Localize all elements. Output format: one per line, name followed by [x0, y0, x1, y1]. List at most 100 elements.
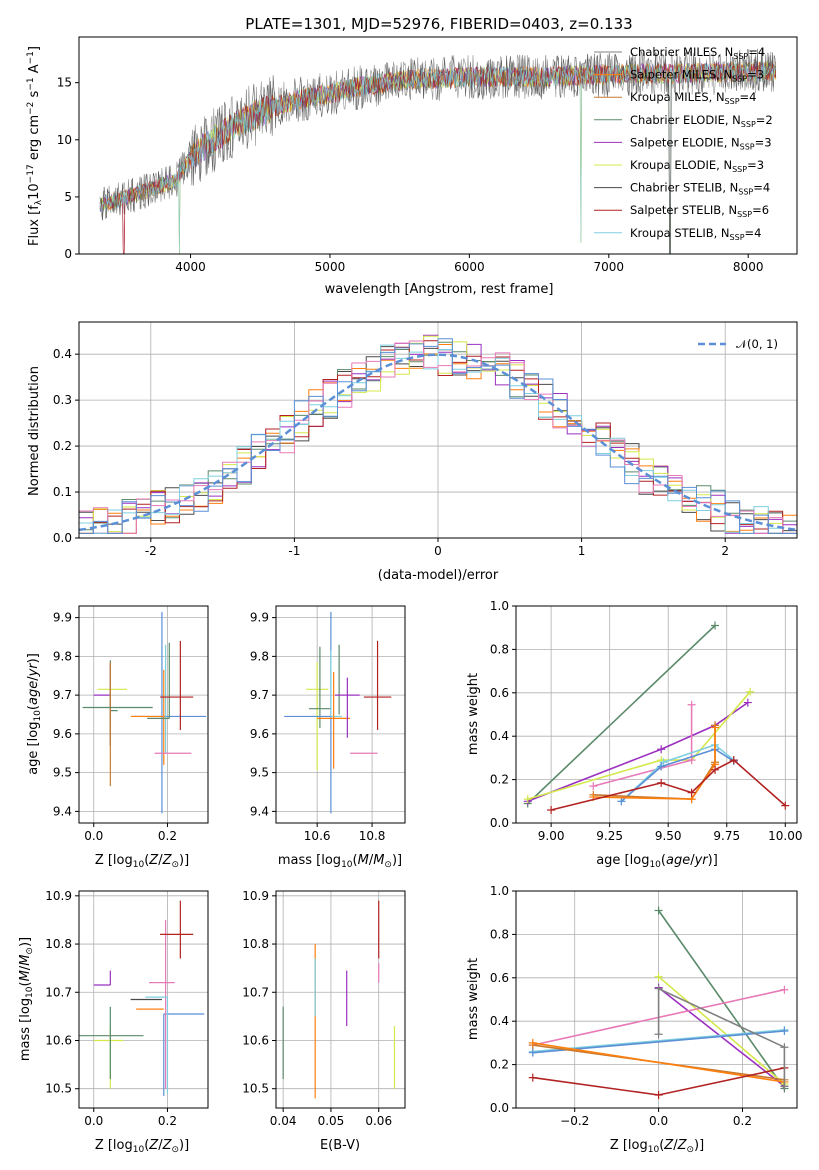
weight-vs-age-xlabel: age [log10(age/yr)] — [596, 853, 718, 870]
x-tick-label: 9.50 — [655, 829, 682, 843]
y-tick-label: 9.7 — [250, 688, 269, 702]
mass-vs-EBV-xlabel: E(B-V) — [320, 1138, 360, 1153]
weight-vs-age-panel: 9.00 9.25 9.50 9.75 10.00 0.0 0.2 0.4 0.6 0.8 1.0 — [490, 599, 803, 843]
age-vs-mass-xlabel: mass [log10(M/M⊙)] — [278, 853, 402, 870]
mass-vs-Z-panel: 0.0 0.2 10.5 10.6 10.7 10.8 10.9 — [45, 889, 209, 1128]
y-tick-label: 10.5 — [242, 1082, 269, 1096]
plot-area — [82, 611, 207, 814]
y-tick-label: 10.6 — [242, 1033, 269, 1047]
plot-area — [79, 334, 797, 534]
weight-point-marker — [711, 765, 720, 774]
y-tick-label: 9.7 — [53, 688, 72, 702]
x-tick-label: 2 — [721, 544, 729, 558]
axes-frame — [275, 890, 406, 1109]
y-tick-label: 0.4 — [490, 729, 509, 743]
weight-point-marker — [528, 1038, 537, 1047]
y-tick-label: 9.5 — [250, 766, 269, 780]
x-tick-label: 4000 — [175, 260, 206, 274]
weight-point-marker — [523, 795, 532, 804]
axes-frame — [515, 605, 798, 824]
weight-point-marker — [729, 756, 738, 765]
age-vs-Z-xlabel: Z [log10(Z/Z⊙)] — [95, 853, 189, 870]
y-tick-label: 0.1 — [53, 485, 72, 499]
weight-series-line — [527, 691, 751, 800]
y-tick-label: 0.2 — [490, 773, 509, 787]
spectrum-title: PLATE=1301, MJD=52976, FIBERID=0403, z=0… — [245, 15, 632, 33]
weight-point-marker — [654, 1030, 663, 1039]
plot-area — [284, 611, 392, 814]
y-tick-label: 0.8 — [490, 642, 509, 656]
mass-vs-EBV-panel: 0.04 0.05 0.06 10.5 10.6 10.7 10.8 10.9 — [242, 889, 406, 1128]
weight-series-line — [657, 987, 786, 1087]
weight-series-line — [620, 748, 735, 802]
weight-series-line — [620, 744, 735, 802]
x-tick-label: -1 — [288, 544, 300, 558]
y-tick-label: 0.6 — [490, 971, 509, 985]
x-tick-label: 1 — [578, 544, 586, 558]
weight-point-marker — [746, 687, 755, 696]
weight-point-marker — [687, 700, 696, 709]
y-tick-label: 9.6 — [250, 727, 269, 741]
gaussian-reference-line — [79, 353, 797, 532]
spectrum-legend: Chabrier MILES, NSSP=4 Salpeter MILES, NS… — [594, 45, 773, 242]
weight-series-line — [550, 759, 786, 811]
residuals-panel: -2 -1 0 1 2 0.0 0.1 0.2 0.3 0.4 𝒩(0, 1) — [53, 321, 798, 558]
x-tick-label: 0.0 — [84, 1114, 103, 1128]
x-tick-label: 9.25 — [596, 829, 623, 843]
weight-vs-Z-panel: −0.2 0.0 0.2 0.0 0.2 0.4 0.6 0.8 1.0 — [490, 884, 798, 1128]
weight-vs-Z-xlabel: Z [log10(Z/Z⊙)] — [610, 1138, 704, 1155]
y-tick-label: 0.8 — [490, 927, 509, 941]
y-tick-label: 10.8 — [242, 937, 269, 951]
y-tick-label: 10.9 — [45, 889, 72, 903]
spectrum-xlabel: wavelength [Angstrom, rest frame] — [325, 282, 554, 297]
plot-area — [99, 48, 777, 254]
spectrum-series-line — [99, 61, 777, 254]
y-tick-label: 10.5 — [45, 1082, 72, 1096]
weight-series-line — [593, 704, 693, 787]
y-tick-label: 9.8 — [53, 649, 72, 663]
legend-entry: Chabrier MILES, NSSP=4 — [630, 45, 765, 61]
y-tick-label: 9.4 — [53, 804, 72, 818]
plot-area — [79, 900, 205, 1096]
x-tick-label: 0.04 — [270, 1114, 297, 1128]
y-tick-label: 0.2 — [490, 1058, 509, 1072]
x-tick-label: 10.8 — [359, 829, 386, 843]
x-tick-label: 0 — [434, 544, 442, 558]
y-tick-label: 9.9 — [250, 611, 269, 625]
spectrum-panel: 4000 5000 6000 7000 8000 0 5 10 15 Chabrier MILES… — [57, 36, 798, 274]
axes-frame — [78, 36, 798, 255]
residual-histogram — [79, 338, 797, 534]
x-tick-label: 5000 — [315, 260, 346, 274]
spectrum-ylabel: Flux [fλ10−17 erg cm−2 s−1 A−1] — [26, 46, 44, 246]
y-tick-label: 1.0 — [490, 884, 509, 898]
axes-frame — [78, 605, 209, 824]
y-tick-label: 0.6 — [490, 686, 509, 700]
legend-entry: Chabrier ELODIE, NSSP=2 — [630, 113, 773, 129]
axes-frame — [515, 890, 798, 1109]
y-tick-label: 10.7 — [242, 985, 269, 999]
y-tick-label: 10 — [57, 133, 72, 147]
x-tick-label: 0.2 — [733, 1114, 752, 1128]
x-tick-label: 0.06 — [365, 1114, 392, 1128]
y-tick-label: 10.8 — [45, 937, 72, 951]
legend-entry: Salpeter STELIB, NSSP=6 — [630, 203, 769, 219]
y-tick-label: 9.6 — [53, 727, 72, 741]
weight-point-marker — [654, 984, 663, 993]
weight-series-line — [532, 1029, 785, 1053]
y-tick-label: 0 — [64, 247, 72, 261]
y-tick-label: 10.6 — [45, 1033, 72, 1047]
x-tick-label: 10.00 — [768, 829, 802, 843]
weight-point-marker — [657, 762, 666, 771]
legend-entry: Chabrier STELIB, NSSP=4 — [630, 181, 770, 197]
x-tick-label: −0.2 — [560, 1114, 589, 1128]
axes-frame — [78, 890, 209, 1109]
y-tick-label: 0.0 — [53, 531, 72, 545]
y-tick-label: 0.4 — [490, 1014, 509, 1028]
weight-point-marker — [780, 1043, 789, 1052]
axes-frame — [275, 605, 406, 824]
age-vs-Z-ylabel: age [log10(age/yr)] — [26, 653, 43, 775]
weight-point-marker — [657, 778, 666, 787]
x-tick-label: -2 — [145, 544, 157, 558]
y-tick-label: 1.0 — [490, 599, 509, 613]
mass-vs-Z-xlabel: Z [log10(Z/Z⊙)] — [95, 1138, 189, 1155]
